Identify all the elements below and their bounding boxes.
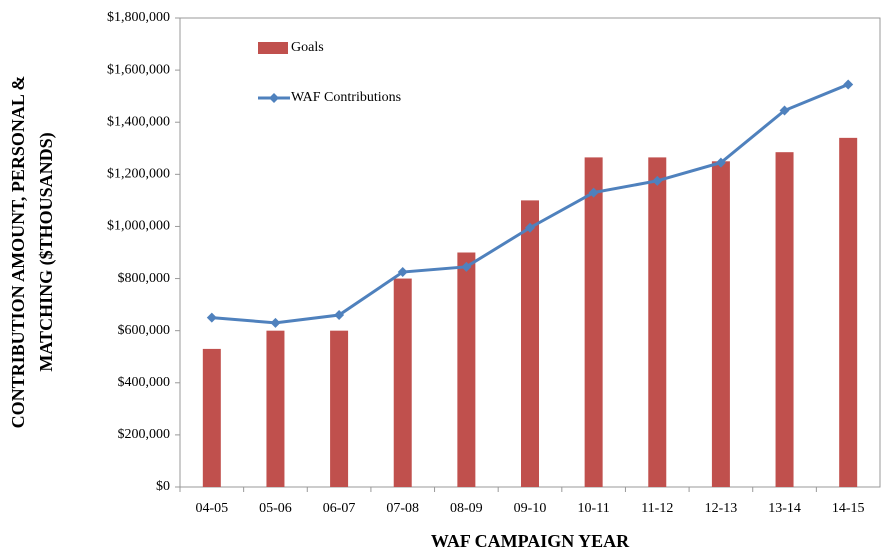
x-tick-label: 04-05 [195, 501, 228, 516]
legend-label: Goals [291, 40, 324, 55]
y-tick-label: $0 [156, 479, 170, 494]
y-tick-label: $1,000,000 [107, 219, 170, 234]
x-tick-label: 14-15 [832, 501, 865, 516]
bar [393, 278, 412, 487]
x-tick-label: 06-07 [323, 501, 356, 516]
bar [775, 152, 794, 488]
marker [715, 157, 726, 168]
y-tick-label: $1,200,000 [107, 167, 170, 182]
y-tick-label: $400,000 [118, 375, 171, 390]
marker [525, 222, 535, 233]
bar [711, 161, 730, 488]
x-axis-title: WAF CAMPAIGN YEAR [431, 531, 630, 551]
bar [839, 137, 858, 487]
bar [330, 330, 349, 487]
marker [270, 317, 281, 328]
marker [588, 187, 599, 198]
x-tick-label: 08-09 [450, 501, 483, 516]
legend-label: WAF Contributions [291, 90, 401, 105]
y-tick-label: $600,000 [118, 323, 171, 338]
y-tick-label: $1,400,000 [107, 114, 170, 129]
y-tick-label: $1,600,000 [107, 62, 170, 77]
marker [461, 261, 472, 272]
bar [648, 157, 667, 487]
x-tick-label: 05-06 [259, 501, 292, 516]
marker [334, 310, 345, 321]
y-axis-title: MATCHING ($THOUSANDS) [36, 132, 57, 371]
x-tick-label: 12-13 [705, 501, 738, 516]
marker [779, 105, 790, 116]
bar [266, 330, 285, 487]
x-tick-label: 11-12 [641, 501, 673, 516]
x-tick-label: 13-14 [768, 501, 801, 516]
marker [397, 267, 408, 278]
bar [584, 157, 603, 487]
x-tick-label: 07-08 [386, 501, 419, 516]
marker [206, 312, 217, 323]
bar [457, 252, 476, 487]
x-tick-label: 09-10 [514, 501, 547, 516]
bar [202, 348, 221, 487]
marker [652, 175, 663, 186]
legend-marker [269, 93, 279, 103]
x-tick-label: 10-11 [578, 501, 610, 516]
marker [843, 79, 854, 90]
y-tick-label: $200,000 [118, 427, 171, 442]
y-tick-label: $1,800,000 [107, 10, 170, 25]
y-tick-label: $800,000 [118, 271, 171, 286]
bar [521, 200, 539, 487]
y-axis-title: CONTRIBUTION AMOUNT, PERSONAL & [8, 76, 28, 429]
legend-swatch [258, 42, 288, 54]
